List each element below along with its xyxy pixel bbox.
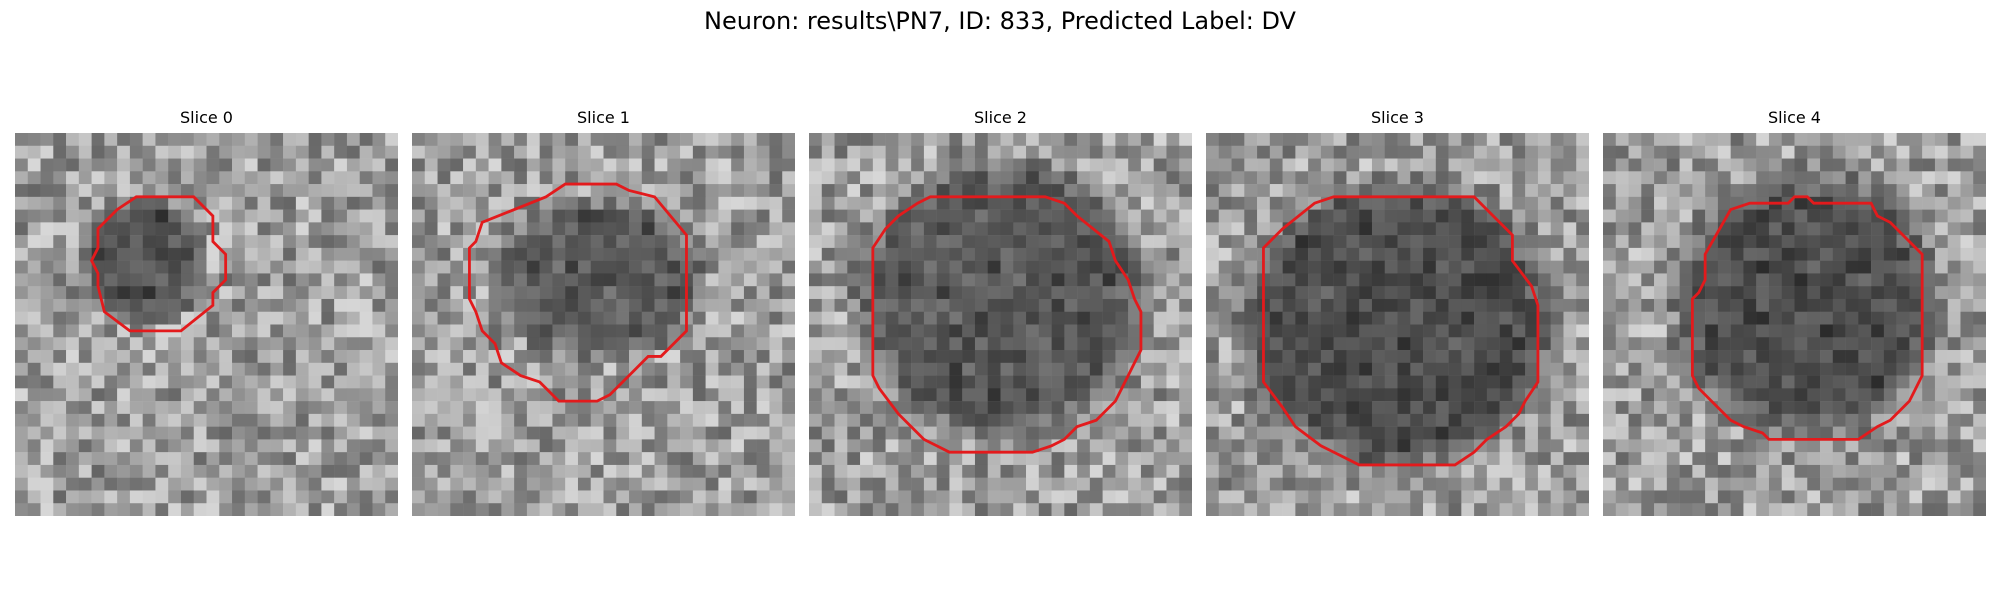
slice-0-pixels <box>15 133 398 516</box>
slice-2-contour <box>871 195 1143 454</box>
panel-title-slice-1: Slice 1 <box>577 108 630 127</box>
slice-0-contour <box>90 195 228 333</box>
slice-4-pixels <box>1603 133 1986 516</box>
slice-4-image <box>1603 133 1986 516</box>
panel-title-slice-3: Slice 3 <box>1371 108 1424 127</box>
figure-title: Neuron: results\PN7, ID: 833, Predicted … <box>704 7 1296 35</box>
slice-1-contour <box>468 182 688 403</box>
slice-2-pixels <box>809 133 1192 516</box>
slice-1-pixels <box>412 133 795 516</box>
slice-4-contour <box>1690 195 1924 441</box>
slice-2-image <box>809 133 1192 516</box>
slice-3-contour <box>1262 195 1540 467</box>
slice-3-pixels <box>1206 133 1589 516</box>
slice-1-image <box>412 133 795 516</box>
panel-title-slice-2: Slice 2 <box>974 108 1027 127</box>
slice-3-image <box>1206 133 1589 516</box>
panel-title-slice-4: Slice 4 <box>1768 108 1821 127</box>
slice-0-image <box>15 133 398 516</box>
panel-title-slice-0: Slice 0 <box>180 108 233 127</box>
